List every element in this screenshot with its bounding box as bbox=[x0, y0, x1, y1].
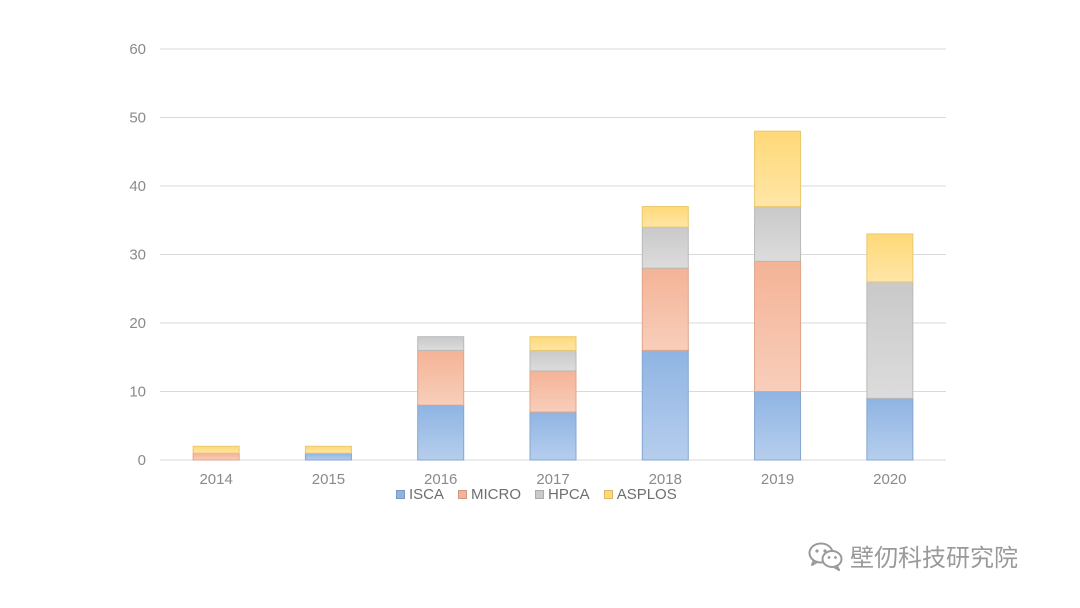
x-tick-label: 2018 bbox=[649, 471, 682, 488]
legend-label: MICRO bbox=[471, 486, 522, 503]
legend-item-hpca: HPCA bbox=[535, 486, 590, 503]
x-axis-tick-labels: 2014 2015 2016 2017 2018 2019 2020 bbox=[199, 471, 906, 488]
bar-micro-2018 bbox=[641, 267, 689, 351]
x-tick-label: 2014 bbox=[199, 471, 232, 488]
legend-label: ASPLOS bbox=[616, 486, 677, 503]
bar-isca-2015 bbox=[304, 452, 352, 461]
y-tick-label: 60 bbox=[129, 41, 146, 58]
bar-micro-2019 bbox=[754, 260, 802, 392]
y-tick-label: 40 bbox=[129, 178, 146, 195]
y-tick-label: 50 bbox=[129, 110, 146, 127]
legend-item-micro: MICRO bbox=[458, 486, 521, 503]
gridlines bbox=[160, 48, 946, 461]
watermark-text: 壁仞科技研究院 bbox=[850, 544, 1018, 572]
bar-micro-2016 bbox=[417, 349, 465, 406]
x-tick-label: 2020 bbox=[873, 471, 906, 488]
bar-isca-2018 bbox=[641, 349, 689, 461]
legend-swatch bbox=[535, 490, 545, 499]
bar-micro-2014 bbox=[192, 452, 240, 461]
legend-label: ISCA bbox=[409, 486, 445, 503]
bar-asplos-2020 bbox=[866, 233, 914, 283]
x-tick-label: 2015 bbox=[312, 471, 345, 488]
bar-hpca-2018 bbox=[641, 226, 689, 269]
bar-asplos-2019 bbox=[754, 130, 802, 208]
bar-isca-2017 bbox=[529, 411, 577, 461]
legend-item-isca: ISCA bbox=[396, 486, 444, 503]
bar-asplos-2017 bbox=[529, 336, 577, 351]
y-tick-label: 10 bbox=[129, 384, 146, 401]
bar-asplos-2014 bbox=[192, 445, 240, 454]
legend-swatch bbox=[458, 490, 468, 499]
bar-hpca-2016 bbox=[417, 336, 465, 351]
bar-hpca-2020 bbox=[866, 281, 914, 399]
bar-isca-2020 bbox=[866, 397, 914, 461]
x-tick-label: 2016 bbox=[424, 471, 457, 488]
bar-isca-2016 bbox=[417, 404, 465, 461]
bar-micro-2017 bbox=[529, 370, 577, 413]
x-tick-label: 2017 bbox=[536, 471, 569, 488]
bar-hpca-2017 bbox=[529, 349, 577, 372]
bar-asplos-2018 bbox=[641, 206, 689, 228]
x-tick-label: 2019 bbox=[761, 471, 794, 488]
bar-isca-2019 bbox=[754, 391, 802, 461]
watermark: 壁仞科技研究院 bbox=[808, 538, 1018, 573]
legend-swatch bbox=[603, 490, 613, 499]
bar-hpca-2019 bbox=[754, 206, 802, 262]
y-tick-label: 20 bbox=[129, 315, 146, 332]
wechat-icon bbox=[808, 542, 843, 571]
legend-item-asplos: ASPLOS bbox=[603, 486, 677, 503]
bar-asplos-2015 bbox=[304, 445, 352, 454]
bars bbox=[192, 130, 914, 461]
legend-swatch bbox=[396, 490, 405, 499]
y-tick-label: 30 bbox=[129, 247, 146, 264]
y-axis-tick-labels: 0 10 20 30 40 50 60 bbox=[129, 41, 146, 469]
chart-legend: ISCA MICRO HPCA ASPLOS bbox=[396, 486, 677, 503]
legend-label: HPCA bbox=[548, 486, 590, 503]
y-tick-label: 0 bbox=[138, 452, 146, 469]
